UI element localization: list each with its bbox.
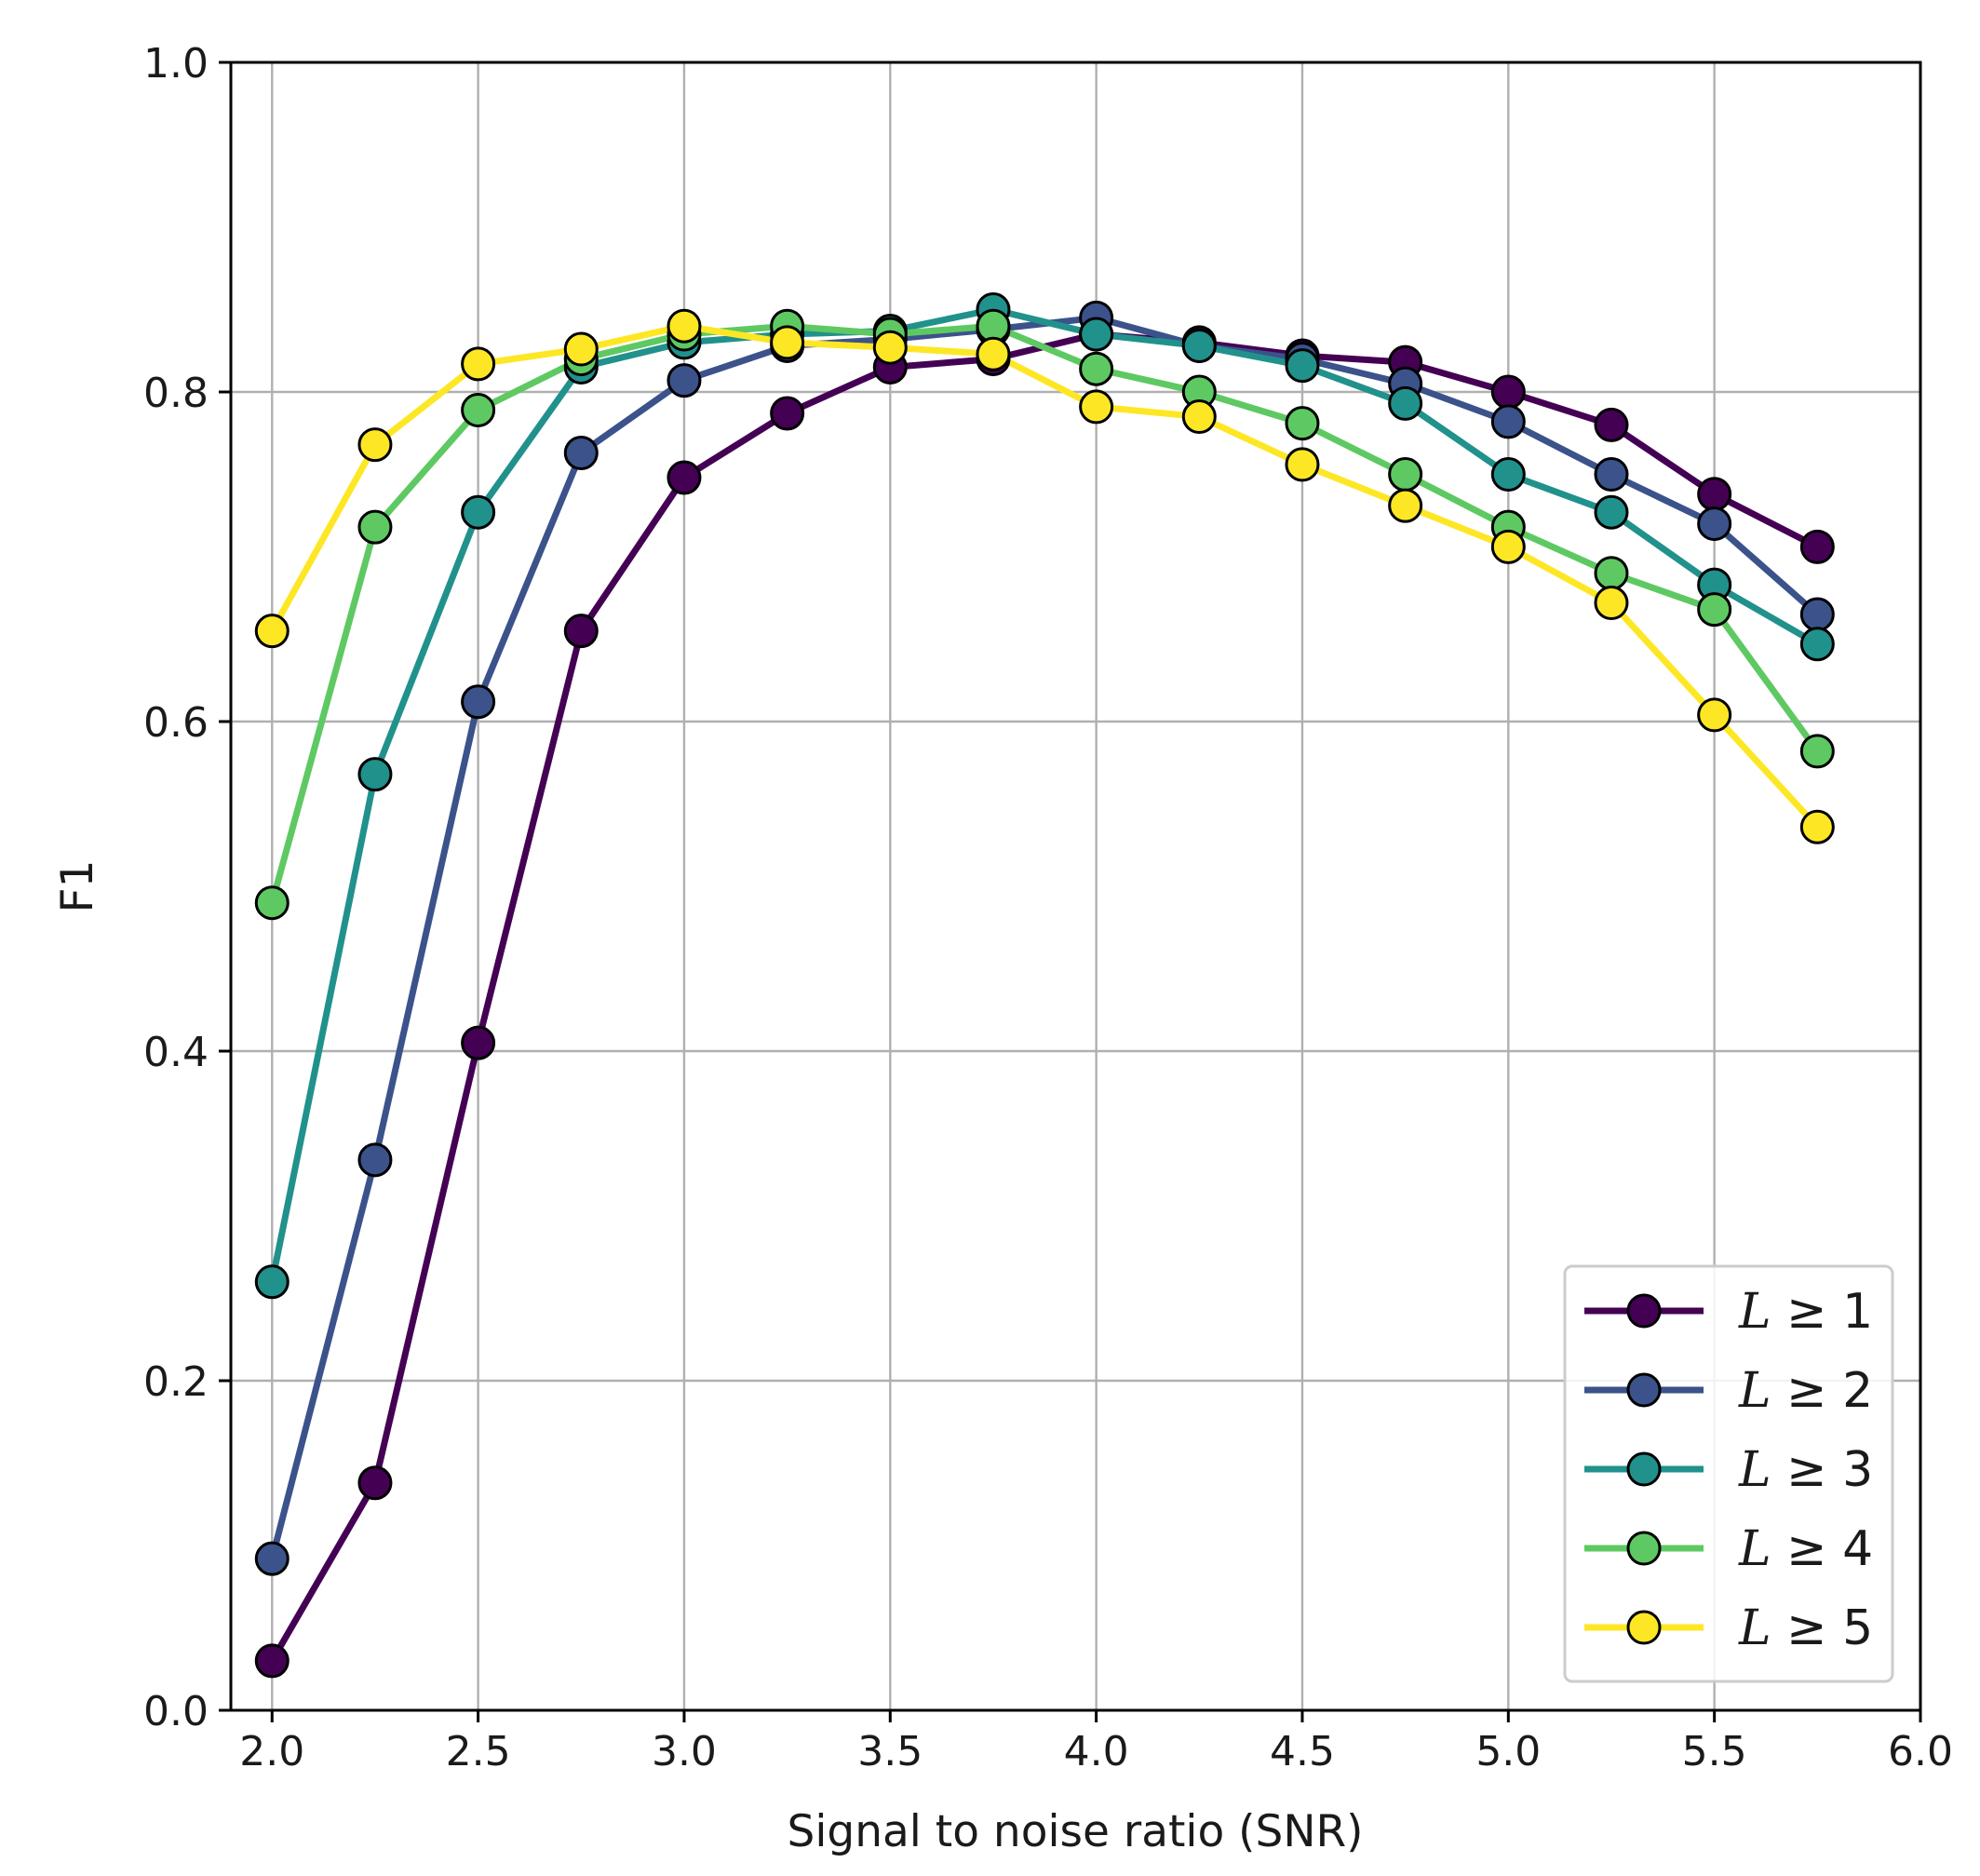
data-point-series-4	[1594, 556, 1629, 591]
legend-box	[1563, 1264, 1894, 1683]
series-line-4	[268, 322, 1821, 904]
data-point-series-5	[976, 336, 1011, 371]
data-point-series-1	[254, 1643, 290, 1679]
x-tick-label: 5.0	[1475, 1728, 1541, 1775]
data-point-series-1	[1799, 529, 1835, 564]
data-point-series-5	[1285, 447, 1320, 482]
data-point-series-3	[1594, 494, 1629, 530]
data-point-series-2	[254, 1541, 290, 1576]
legend-label-2: L ≥ 2	[1738, 1363, 1873, 1419]
legend-marker-1	[1626, 1293, 1662, 1329]
data-point-series-4	[254, 885, 290, 921]
data-point-series-4	[1799, 734, 1835, 769]
data-point-series-1	[461, 1025, 496, 1060]
y-tick-label: 0.8	[143, 370, 209, 417]
x-tick-label: 5.5	[1682, 1728, 1747, 1775]
data-point-series-3	[1388, 385, 1423, 421]
legend-label-5: L ≥ 5	[1738, 1600, 1873, 1656]
data-point-series-3	[1799, 627, 1835, 662]
x-tick-label: 2.0	[239, 1728, 304, 1775]
data-point-series-1	[1594, 407, 1629, 442]
data-point-series-5	[872, 330, 908, 365]
data-point-series-2	[667, 363, 702, 398]
series-markers	[254, 292, 1835, 1679]
legend-label-1: L ≥ 1	[1738, 1284, 1873, 1340]
data-point-series-2	[461, 684, 496, 720]
data-point-series-4	[357, 509, 393, 545]
data-point-series-2	[563, 435, 599, 470]
data-point-series-5	[1594, 586, 1629, 621]
y-tick-label: 0.6	[143, 699, 209, 747]
data-point-series-2	[1799, 597, 1835, 632]
grid-lines	[231, 61, 1922, 1712]
legend-label-3: L ≥ 3	[1738, 1442, 1873, 1498]
data-point-series-2	[357, 1142, 393, 1178]
data-point-series-1	[667, 460, 702, 495]
legend-marker-4	[1626, 1531, 1662, 1566]
x-axis-title: Signal to noise ratio (SNR)	[787, 1806, 1363, 1857]
data-point-series-5	[1388, 488, 1423, 523]
data-point-series-5	[563, 331, 599, 367]
data-point-series-4	[1697, 592, 1732, 628]
data-point-series-5	[770, 325, 805, 360]
data-point-series-3	[357, 757, 393, 792]
data-point-series-1	[1490, 374, 1526, 410]
x-tick-label: 6.0	[1888, 1728, 1953, 1775]
y-tick-label: 0.0	[143, 1688, 209, 1735]
y-tick-label: 0.4	[143, 1029, 209, 1076]
x-tick-label: 3.0	[652, 1728, 717, 1775]
data-point-series-1	[770, 396, 805, 431]
data-point-series-2	[1490, 404, 1526, 439]
legend: L ≥ 1 L ≥ 2 L ≥ 3 L ≥ 4 L ≥ 5	[1563, 1264, 1894, 1683]
y-axis-title: F1	[52, 860, 103, 913]
legend-marker-5	[1626, 1610, 1662, 1645]
data-point-series-5	[1490, 529, 1526, 564]
data-point-series-3	[254, 1264, 290, 1300]
data-point-series-1	[563, 614, 599, 649]
data-point-series-3	[1181, 328, 1217, 363]
data-point-series-5	[357, 427, 393, 463]
data-point-series-2	[1594, 457, 1629, 492]
data-point-series-5	[1697, 697, 1732, 733]
x-tick-label: 4.5	[1270, 1728, 1335, 1775]
data-point-series-4	[1388, 457, 1423, 492]
axis-ticks: 2.0 2.5 3.0 3.5 4.0 4.5 5.0 5.5 6.0 0.0 0.2 0.4 0.6 0…	[143, 40, 1953, 1775]
data-point-series-3	[461, 494, 496, 530]
data-point-series-4	[1285, 406, 1320, 441]
data-point-series-3	[1490, 457, 1526, 492]
x-tick-label: 4.0	[1064, 1728, 1129, 1775]
legend-marker-2	[1626, 1372, 1662, 1408]
y-tick-label: 0.2	[143, 1358, 209, 1406]
data-point-series-2	[1697, 506, 1732, 542]
data-point-series-5	[254, 614, 290, 649]
data-point-series-4	[1079, 351, 1114, 386]
data-point-series-3	[1285, 348, 1320, 384]
data-point-series-5	[1181, 399, 1217, 435]
series-lines	[268, 306, 1821, 1663]
data-point-series-5	[461, 346, 496, 382]
x-tick-label: 3.5	[857, 1728, 923, 1775]
data-point-series-5	[1799, 809, 1835, 844]
legend-marker-3	[1626, 1451, 1662, 1487]
y-tick-label: 1.0	[143, 40, 209, 88]
legend-label-4: L ≥ 4	[1738, 1521, 1873, 1577]
series-line-5	[269, 322, 1820, 830]
data-point-series-1	[1697, 477, 1732, 512]
data-point-series-1	[357, 1465, 393, 1501]
data-point-series-4	[461, 392, 496, 427]
x-tick-label: 2.5	[446, 1728, 511, 1775]
series-line-3	[268, 306, 1820, 1283]
data-point-series-5	[1079, 389, 1114, 425]
data-point-series-5	[667, 308, 702, 344]
data-point-series-3	[1079, 317, 1114, 352]
plot-frame	[229, 61, 1922, 1712]
